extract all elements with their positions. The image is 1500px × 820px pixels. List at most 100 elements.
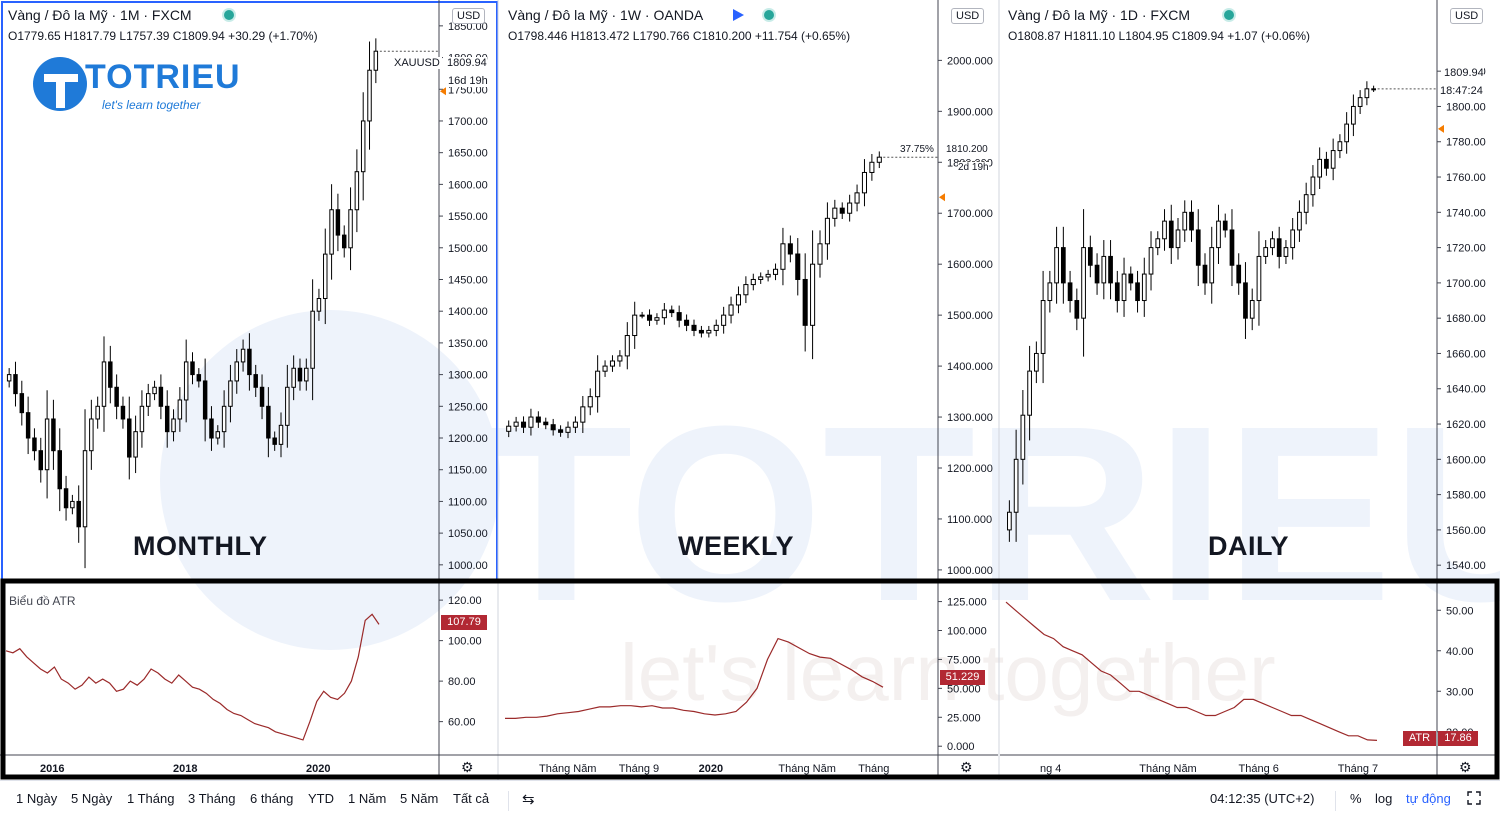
atr-tick-label: 0.000 <box>947 741 975 753</box>
charts-area: 1850.001800.001750.001700.001650.001600.… <box>0 0 1500 780</box>
atr-tick-label: 50.000 <box>947 683 981 695</box>
candle <box>876 156 882 163</box>
range-1d-button[interactable]: 1 Ngày <box>16 791 58 806</box>
atr-tick-label: 100.00 <box>448 636 482 648</box>
weekly-symbol-header[interactable]: Vàng / Đô la Mỹ · 1W · OANDA <box>508 7 704 23</box>
go-to-date-icon[interactable]: ⇆ <box>522 791 535 808</box>
candle <box>278 424 284 445</box>
candle <box>297 367 303 382</box>
range-all-button[interactable]: Tất cả <box>453 791 490 806</box>
range-5d-button[interactable]: 5 Ngày <box>71 791 113 806</box>
weekly-label: WEEKLY <box>678 531 795 561</box>
range-3m-button[interactable]: 3 Tháng <box>188 791 236 806</box>
candle <box>209 418 214 439</box>
price-tick-label: 1720.00 <box>1446 243 1486 255</box>
price-tick-label: 1000.000 <box>947 565 993 577</box>
candle <box>1357 97 1363 107</box>
log-scale-toggle[interactable]: log <box>1375 791 1393 806</box>
candle <box>587 396 593 408</box>
candle <box>95 405 100 420</box>
atr-highlight-box <box>0 578 1500 780</box>
range-6m-button[interactable]: 6 tháng <box>250 791 294 806</box>
candle <box>1344 123 1350 143</box>
atr-tick-label: 125.000 <box>947 597 987 609</box>
candle <box>44 418 50 471</box>
candle <box>240 348 246 363</box>
settings-gear-icon[interactable]: ⚙ <box>960 759 973 775</box>
candle <box>1128 273 1134 284</box>
candle <box>6 374 12 382</box>
price-tick-label: 1300.000 <box>947 412 993 424</box>
candle <box>234 361 239 382</box>
time-tick-label: 2018 <box>173 763 197 775</box>
candle <box>1141 273 1147 302</box>
monthly-symbol-header[interactable]: Vàng / Đô la Mỹ · 1M · FXCM <box>8 7 192 23</box>
candle <box>691 324 697 331</box>
candle <box>1351 105 1356 125</box>
price-tick-label: 1740.00 <box>1446 207 1486 219</box>
time-tick-label: Tháng 7 <box>1338 763 1378 775</box>
timezone-clock[interactable]: 04:12:35 (UTC+2) <box>1210 791 1315 806</box>
candle <box>139 405 145 433</box>
currency-badge[interactable]: USD <box>1450 8 1484 24</box>
price-tick-label: 1300.00 <box>448 370 488 382</box>
candle <box>1337 141 1343 152</box>
candle <box>1162 220 1167 240</box>
candle <box>1297 211 1302 231</box>
candle <box>602 365 608 372</box>
range-1y-button[interactable]: 1 Năm <box>348 791 387 806</box>
price-tick-label: 1700.00 <box>1446 278 1486 290</box>
atr-line <box>1005 601 1378 741</box>
candle <box>1229 229 1235 266</box>
weekly-ohlc: O1798.446 H1813.472 L1790.766 C1810.200 … <box>508 29 851 43</box>
candle <box>76 500 81 528</box>
price-tick-label: 1560.00 <box>1446 525 1486 537</box>
candle <box>1087 247 1093 266</box>
candle <box>1189 211 1194 231</box>
candle <box>1202 264 1208 284</box>
atr-indicator-label[interactable]: Biểu đồ ATR <box>9 594 76 608</box>
atr-tick-label: 120.00 <box>448 595 482 607</box>
alert-marker-icon <box>1438 124 1444 133</box>
range-1m-button[interactable]: 1 Tháng <box>127 791 175 806</box>
currency-badge[interactable]: USD <box>452 8 486 24</box>
candle <box>1270 238 1275 249</box>
candle <box>127 418 132 458</box>
daily-symbol-header[interactable]: Vàng / Đô la Mỹ · 1D · FXCM <box>1008 7 1191 23</box>
price-tick-label: 1500.000 <box>947 310 993 322</box>
price-tick-label: 1200.000 <box>947 463 993 475</box>
price-tick-label: 1800.00 <box>1446 101 1486 113</box>
price-tick-label: 1600.000 <box>947 259 993 271</box>
candle <box>253 374 258 388</box>
daily-countdown: 18:47:24 <box>1440 85 1483 97</box>
weekly-price-marker: 1810.200 <box>946 144 988 155</box>
candle <box>108 361 113 388</box>
brand-logo-tagline: let's learn together <box>102 98 201 112</box>
candle <box>133 431 138 458</box>
candle <box>57 450 62 490</box>
candle <box>329 209 334 255</box>
daily-ohlc: O1808.87 H1811.10 L1804.95 C1809.94 +1.0… <box>1008 29 1311 43</box>
candle <box>780 243 786 270</box>
auto-scale-toggle[interactable]: tự động <box>1406 791 1451 806</box>
candle <box>654 317 660 321</box>
atr-tick-label: 25.000 <box>947 712 981 724</box>
range-ytd-button[interactable]: YTD <box>308 791 334 806</box>
candle <box>1094 264 1100 284</box>
candle <box>632 314 638 337</box>
atr-tick-label: 60.00 <box>448 717 476 729</box>
range-5y-button[interactable]: 5 Năm <box>400 791 439 806</box>
settings-gear-icon[interactable]: ⚙ <box>1459 759 1472 775</box>
percent-scale-toggle[interactable]: % <box>1350 791 1362 806</box>
fullscreen-icon[interactable] <box>1467 791 1481 805</box>
candle <box>824 217 830 245</box>
candle <box>1135 282 1140 302</box>
candle <box>506 425 512 432</box>
candle <box>861 171 868 194</box>
candle <box>1249 300 1255 319</box>
candle <box>869 161 875 173</box>
candle <box>676 312 682 321</box>
currency-badge[interactable]: USD <box>951 8 985 24</box>
candle <box>215 431 221 439</box>
settings-gear-icon[interactable]: ⚙ <box>461 759 474 775</box>
